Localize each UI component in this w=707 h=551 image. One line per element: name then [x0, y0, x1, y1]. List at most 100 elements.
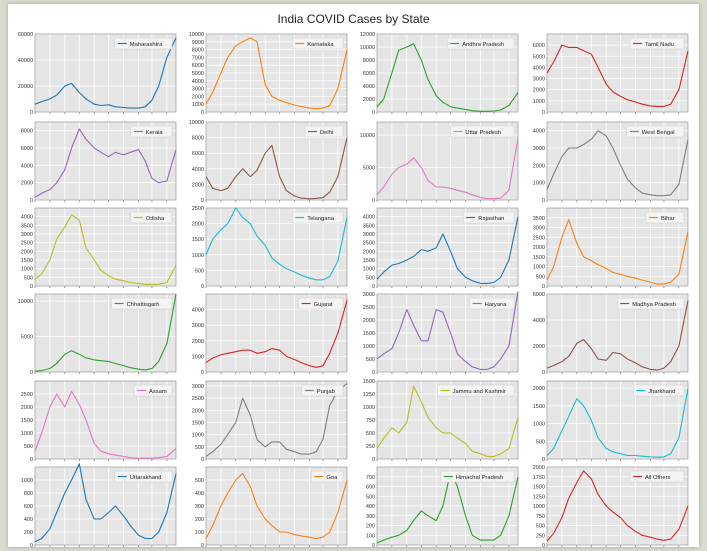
y-tick-label: 2000 — [533, 163, 545, 169]
plot-frame — [376, 121, 519, 201]
legend: Tamil Nadu — [629, 37, 685, 50]
y-tick-label: 500 — [366, 275, 375, 281]
legend: Maharashtra — [114, 37, 173, 50]
series-line — [376, 138, 519, 200]
y-tick-label: 500 — [366, 431, 375, 437]
y-tick-label: 1000 — [21, 478, 33, 484]
legend: Jammu and Kashmir — [437, 384, 515, 397]
legend-label: Gujarat — [314, 302, 333, 308]
panel-telangana: 0 500 1000 1500 2000 2500 Telangana — [192, 206, 348, 290]
y-tick-label: 600 — [24, 504, 33, 510]
legend: Andhra Pradesh — [446, 37, 515, 50]
y-tick-label: 4000 — [192, 79, 204, 85]
legend-label: Rajasthan — [478, 216, 504, 222]
legend-box — [130, 211, 173, 224]
panel-jammu-and-kashmir: 0 250 500 750 1000 1250 1500 Jammu and Kashmir — [363, 379, 519, 463]
y-tick-label: 0 — [372, 284, 375, 290]
y-tick-label: 5000 — [533, 54, 545, 60]
series-line — [34, 463, 177, 543]
panel-punjab: 0 500 1000 1500 2000 2500 3000 Punjab — [192, 380, 348, 463]
y-tick-label: 0 — [372, 198, 375, 204]
panel-madhya-pradesh: 0 2000 4000 6000 Madhya Pradesh — [533, 292, 689, 376]
y-tick-label: 1500 — [533, 255, 545, 261]
panel-assam: 0 500 1000 1500 2000 2500 Assam — [21, 380, 177, 463]
y-tick-label: 3000 — [533, 226, 545, 232]
legend: Assam — [133, 384, 173, 397]
y-tick-label: 3000 — [21, 232, 33, 238]
panel-uttarakhand: JulAugSepOctNovDecJan2021FebMarApr020040… — [21, 463, 177, 547]
y-tick-label: 400 — [366, 504, 375, 510]
panel-tamil-nadu: 0 1000 2000 3000 4000 5000 6000 Tamil Nadu — [533, 33, 689, 116]
y-tick-label: 2000 — [533, 344, 545, 350]
y-tick-label: 700 — [366, 475, 375, 481]
y-tick-label: 6000 — [21, 146, 33, 152]
series-line — [34, 390, 177, 459]
legend-box — [440, 470, 515, 483]
series-line — [546, 44, 689, 107]
y-tick-label: 1500 — [192, 237, 204, 243]
plot-frame — [546, 293, 689, 373]
legend-box — [133, 384, 173, 397]
legend-box — [632, 384, 685, 397]
series-line — [205, 300, 348, 368]
y-tick-label: 4000 — [363, 215, 375, 221]
y-tick-label: 3000 — [363, 292, 375, 298]
y-tick-label: 12000 — [360, 32, 375, 38]
plot-frame — [205, 121, 348, 201]
series-line — [34, 37, 177, 109]
y-tick-label: 60000 — [18, 32, 33, 38]
y-tick-label: 0 — [542, 284, 545, 290]
legend-label: Goa — [326, 475, 338, 481]
y-tick-label: 10000 — [360, 133, 375, 139]
y-tick-label: 2000 — [533, 88, 545, 94]
legend-label: Jammu and Kashmir — [453, 389, 506, 395]
plot-frame — [34, 207, 177, 287]
y-tick-label: 3500 — [21, 223, 33, 229]
y-tick-label: 10000 — [189, 32, 204, 38]
panel-goa: JulAugSepOctNovDecJan2021FebMarApr010020… — [195, 466, 348, 547]
legend: West Bengal — [626, 125, 685, 138]
y-tick-label: 200 — [24, 530, 33, 536]
y-tick-label: 1500 — [363, 379, 375, 385]
legend-label: Telangana — [307, 216, 335, 222]
y-tick-label: 8000 — [192, 48, 204, 54]
y-tick-label: 2000 — [21, 181, 33, 187]
y-tick-label: 0 — [542, 543, 545, 547]
y-tick-label: 0 — [30, 110, 33, 116]
legend-box — [626, 125, 685, 138]
legend-label: Himachal Pradesh — [456, 475, 503, 481]
plot-frame — [34, 466, 177, 546]
legend-box — [437, 384, 515, 397]
y-tick-label: 2000 — [363, 97, 375, 103]
legend-box — [311, 470, 344, 483]
y-tick-label: 0 — [30, 284, 33, 290]
legend-label: Uttarakhand — [130, 475, 162, 481]
legend-label: Punjab — [317, 389, 335, 395]
panel-gujarat: 0 1000 2000 3000 4000 Gujarat — [192, 293, 348, 376]
series-line — [546, 388, 689, 458]
panel-west-bengal: 0 1000 2000 3000 4000 West Bengal — [533, 121, 689, 204]
y-tick-label: 4000 — [192, 308, 204, 314]
series-line — [205, 207, 348, 281]
y-tick-label: 2000 — [192, 408, 204, 414]
y-tick-label: 800 — [24, 491, 33, 497]
y-tick-label: 2000 — [533, 465, 545, 471]
series-line — [34, 293, 177, 372]
y-tick-label: 6000 — [363, 71, 375, 77]
y-tick-label: 200 — [195, 517, 204, 523]
plot-frame — [34, 121, 177, 201]
y-tick-label: 1000 — [21, 431, 33, 437]
series-line — [34, 214, 177, 285]
y-tick-label: 2500 — [363, 241, 375, 247]
panel-all-others: JulAugSepOctNovDecJan2021FebMarApr025050… — [533, 465, 689, 547]
plot-frame — [376, 466, 519, 546]
panel-jharkhand: 0 500 1000 1500 2000 Jharkhand — [533, 380, 689, 463]
y-tick-label: 3000 — [192, 87, 204, 93]
panel-andhra-pradesh: 0 2000 4000 6000 8000 10000 12000 Andhra Prades… — [360, 32, 519, 116]
y-tick-label: 10000 — [189, 120, 204, 126]
y-tick-label: 250 — [366, 444, 375, 450]
y-tick-label: 300 — [366, 514, 375, 520]
y-tick-label: 500 — [195, 268, 204, 274]
y-tick-label: 1500 — [21, 418, 33, 424]
y-tick-label: 1500 — [192, 420, 204, 426]
